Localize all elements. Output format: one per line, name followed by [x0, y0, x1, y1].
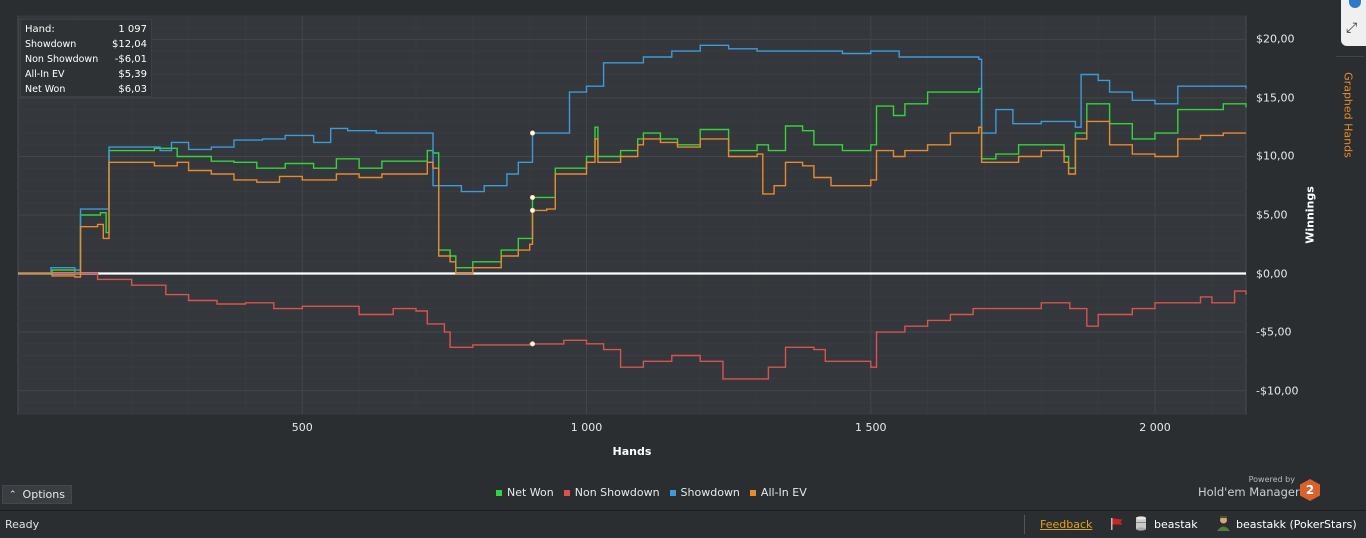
- legend-item[interactable]: Non Showdown: [563, 486, 660, 499]
- tooltip-value: $5,39: [118, 69, 147, 80]
- series-line-non-showdown: [18, 272, 1247, 380]
- database-icon[interactable]: [1135, 516, 1147, 531]
- hover-marker: [530, 194, 536, 200]
- y-tick-label: $0,00: [1256, 267, 1288, 281]
- legend-item[interactable]: All-In EV: [749, 486, 807, 499]
- legend-label: Non Showdown: [574, 486, 660, 499]
- status-text: Ready: [5, 518, 40, 531]
- hover-marker: [530, 207, 536, 213]
- y-tick-label: $20,00: [1256, 32, 1295, 46]
- legend-label: All-In EV: [760, 486, 807, 499]
- x-tick-label: 1 000: [570, 421, 603, 434]
- tooltip-row: Showdown $12,04: [25, 37, 147, 52]
- tooltip-value: 1 097: [118, 24, 147, 35]
- legend-item[interactable]: Showdown: [669, 486, 740, 499]
- expand-icon[interactable]: ⤢: [1346, 20, 1358, 36]
- side-toolbar: ⤢: [1341, 0, 1366, 46]
- x-axis-title: Hands: [612, 445, 652, 458]
- hover-tooltip: Hand: 1 097 Showdown $12,04 Non Showdown -$6,…: [20, 19, 152, 97]
- product-name: Hold'em Manager: [1198, 485, 1300, 499]
- tooltip-label: All-In EV: [25, 69, 65, 80]
- badge-icon: [1349, 0, 1361, 8]
- hover-marker: [530, 341, 536, 347]
- series-line-all-in-ev: [18, 120, 1246, 278]
- tooltip-row: All-In EV $5,39: [25, 67, 147, 82]
- tooltip-label: Net Won: [25, 84, 66, 95]
- tooltip-label: Hand:: [25, 24, 55, 35]
- chevron-up-icon: ⌃: [9, 489, 17, 500]
- hm2-logo-icon: 2: [1300, 479, 1320, 501]
- legend-swatch: [669, 489, 676, 496]
- graphed-hands-tab[interactable]: Graphed Hands: [1341, 72, 1355, 158]
- y-tick-label: -$5,00: [1256, 325, 1292, 339]
- legend-label: Showdown: [680, 486, 740, 499]
- tooltip-value: $12,04: [112, 39, 147, 50]
- tooltip-label: Showdown: [25, 39, 77, 50]
- powered-by-logo: Powered by Hold'em Manager 2: [1198, 475, 1323, 503]
- hover-marker: [530, 130, 536, 136]
- status-divider: [1024, 515, 1025, 534]
- tooltip-row: Net Won $6,03: [25, 82, 147, 97]
- y-tick-label: $5,00: [1256, 208, 1288, 222]
- legend-swatch: [749, 489, 756, 496]
- powered-by-text: Powered by: [1248, 475, 1295, 484]
- legend-item[interactable]: Net Won: [496, 486, 554, 499]
- feedback-link[interactable]: Feedback: [1040, 518, 1093, 531]
- side-divider: [1336, 56, 1364, 57]
- y-tick-label: $15,00: [1256, 91, 1295, 105]
- tooltip-row: Hand: 1 097: [25, 22, 147, 37]
- legend-swatch: [563, 489, 570, 496]
- series-line-showdown: [18, 44, 1247, 275]
- player-name: beastakk (PokerStars): [1236, 518, 1357, 531]
- y-tick-label: -$10,00: [1256, 384, 1299, 398]
- x-tick-label: 2 000: [1139, 421, 1171, 434]
- tooltip-row: Non Showdown -$6,01: [25, 52, 147, 67]
- database-name: beastak: [1154, 518, 1198, 531]
- status-bar: Ready Feedback beastak beastakk (PokerSt…: [0, 510, 1366, 538]
- legend-swatch: [496, 489, 502, 496]
- options-button[interactable]: ⌃ Options: [2, 485, 72, 504]
- side-panel: ⤢: [1334, 0, 1366, 507]
- player-icon[interactable]: [1216, 515, 1231, 532]
- y-axis-title: Winnings: [1303, 186, 1317, 244]
- flag-icon[interactable]: [1110, 517, 1124, 531]
- tooltip-label: Non Showdown: [25, 54, 99, 65]
- y-tick-label: $10,00: [1256, 149, 1295, 163]
- legend-label: Net Won: [507, 486, 554, 499]
- tooltip-value: $6,03: [118, 84, 147, 95]
- options-label: Options: [22, 488, 65, 501]
- chart-legend: Net Won Non Showdown Showdown All-In EV: [496, 486, 807, 499]
- tooltip-value: -$6,01: [114, 54, 147, 65]
- x-tick-label: 500: [291, 421, 313, 434]
- x-tick-label: 1 500: [855, 421, 887, 434]
